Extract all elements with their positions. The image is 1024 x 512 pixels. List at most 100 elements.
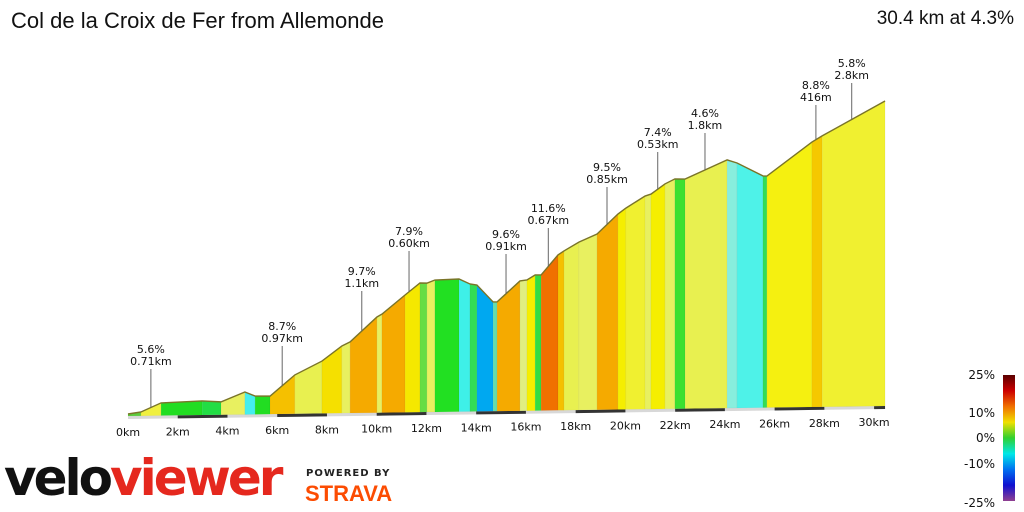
profile-segment: [201, 400, 222, 416]
x-tick-label: 22km: [660, 419, 691, 432]
profile-segment: [563, 241, 580, 411]
gradient-legend-label: 10%: [968, 406, 995, 420]
x-tick-label: 8km: [315, 423, 339, 436]
profile-segment: [419, 282, 428, 413]
profile-segment: [404, 282, 421, 413]
profile-segment: [644, 193, 652, 410]
distance-strip-dark-band: [774, 406, 825, 411]
distance-strip-dark-band: [675, 408, 725, 412]
profile-segment: [469, 283, 478, 412]
gradient-legend-label: -10%: [964, 457, 995, 471]
profile-segment: [349, 316, 378, 414]
distance-strip: [128, 405, 886, 419]
profile-segment: [220, 391, 246, 416]
profile-segment: [381, 294, 406, 413]
annotation-length: 0.91km: [485, 240, 527, 253]
annotation-length: 1.8km: [688, 119, 723, 132]
x-tick-label: 2km: [166, 425, 190, 438]
profile-top-line: [127, 100, 886, 415]
annotation-grade: 5.8%: [838, 57, 866, 70]
x-tick-label: 24km: [709, 418, 740, 431]
distance-strip-dark-band: [575, 409, 626, 414]
annotation-length: 2.8km: [834, 69, 869, 82]
x-tick-label: 16km: [510, 421, 541, 434]
annotation-length: 0.53km: [637, 138, 679, 151]
profile-segment: [476, 284, 494, 412]
profile-segment: [726, 159, 738, 409]
profile-segment: [674, 178, 686, 410]
annotation-length: 0.60km: [388, 237, 430, 250]
profile-segment: [811, 135, 823, 408]
annotation-length: 0.67km: [528, 214, 570, 227]
profile-segment: [625, 195, 646, 410]
gradient-legend-label: 25%: [968, 368, 995, 382]
annotation-length: 416m: [800, 91, 832, 104]
logo-velo: velo: [4, 449, 113, 507]
distance-strip-dark-band: [376, 412, 427, 416]
gradient-legend-label: 0%: [976, 431, 995, 445]
profile-segment: [496, 280, 521, 412]
x-tick-label: 12km: [411, 422, 442, 435]
gradient-legend-label: -25%: [964, 496, 995, 510]
profile-segment: [821, 100, 886, 408]
x-axis-ticks: 0km 2km 4km 6km 8km 10km 12km 14km 16km 18km 20km 2…: [116, 416, 890, 439]
x-tick-label: 26km: [759, 417, 790, 430]
profile-segment: [492, 301, 498, 412]
profile-segment: [376, 313, 383, 414]
profile-segment: [426, 279, 436, 413]
x-tick-label: 6km: [265, 424, 289, 437]
x-tick-label: 30km: [859, 416, 890, 429]
profile-segment: [294, 360, 323, 415]
profile-segment: [684, 159, 728, 409]
annotation-length: 0.97km: [261, 332, 303, 345]
annotation-length: 1.1km: [344, 277, 379, 290]
annotation-grade: 8.8%: [802, 79, 830, 92]
x-tick-label: 0km: [116, 426, 140, 439]
annotation-grade: 4.6%: [691, 107, 719, 120]
profile-segment: [664, 178, 676, 410]
gradient-legend: 25% 10% 0% -10% -25%: [964, 368, 1015, 510]
veloviewer-logo[interactable]: veloviewer: [4, 448, 283, 508]
climb-summary: 30.4 km at 4.3%: [876, 8, 1014, 29]
x-tick-label: 18km: [560, 420, 591, 433]
profile-segment: [578, 233, 598, 411]
profile-segment: [762, 175, 768, 408]
annotation-grade: 7.4%: [644, 126, 672, 139]
distance-strip-dark-band: [476, 410, 526, 415]
annotation-length: 0.71km: [130, 355, 172, 368]
profile-segment: [650, 183, 666, 410]
profile-segment: [540, 254, 559, 411]
profile-segment: [434, 278, 460, 413]
powered-by-label: POWERED BY: [306, 468, 391, 479]
annotation-grade: 8.7%: [268, 320, 296, 333]
annotation-grade: 7.9%: [395, 225, 423, 238]
profile-segment: [736, 162, 764, 409]
distance-strip-dark-band: [277, 413, 327, 418]
profile-segments: [127, 100, 886, 417]
profile-segment: [321, 345, 343, 414]
profile-segment: [534, 274, 542, 411]
profile-segment: [341, 341, 351, 414]
annotations: 5.6%0.71km 8.7%0.97km 9.7%1.1km 7.9%0.60km 9…: [130, 57, 869, 408]
profile-segment: [526, 274, 536, 412]
profile-segment: [519, 279, 528, 412]
gradient-legend-bar: [1003, 375, 1015, 501]
annotation-grade: 9.7%: [348, 265, 376, 278]
profile-segment: [458, 278, 471, 412]
annotation-grade: 5.6%: [137, 343, 165, 356]
strava-logo[interactable]: STRAVA: [305, 481, 393, 506]
x-tick-label: 20km: [610, 419, 641, 432]
profile-segment: [617, 207, 627, 410]
distance-strip-dark-band: [177, 414, 228, 419]
profile-segment: [766, 141, 813, 408]
x-tick-label: 14km: [461, 421, 492, 434]
profile-segment: [596, 213, 619, 411]
profile-segment: [254, 395, 271, 415]
x-tick-label: 10km: [361, 423, 392, 436]
x-tick-label: 28km: [809, 417, 840, 430]
annotation-grade: 11.6%: [531, 202, 566, 215]
x-tick-label: 4km: [215, 425, 239, 438]
profile-segment: [557, 250, 565, 411]
logo-viewer: viewer: [110, 449, 283, 507]
